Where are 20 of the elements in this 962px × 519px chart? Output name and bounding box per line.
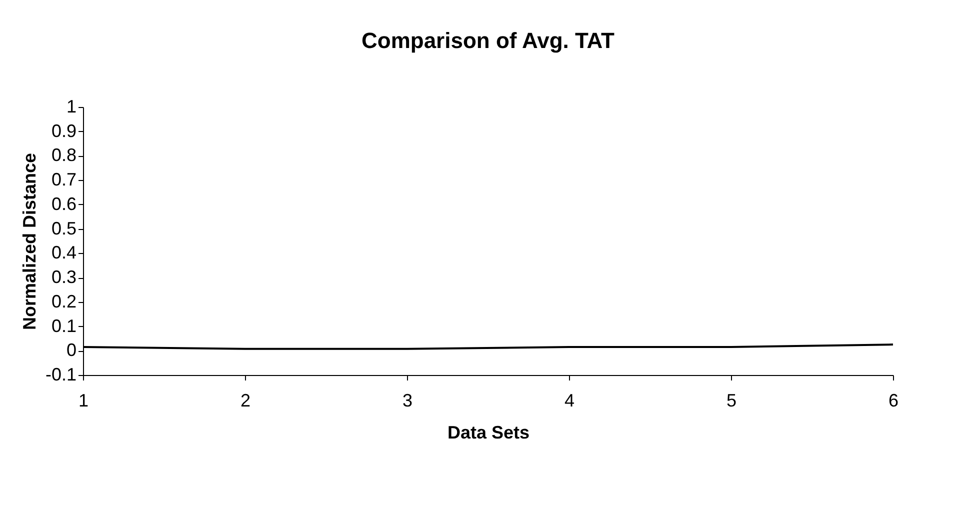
y-tick-label: 0 bbox=[66, 340, 76, 360]
y-tick-label: 0.4 bbox=[51, 242, 76, 263]
x-tick-label: 2 bbox=[240, 390, 251, 410]
y-tick-label: -0.1 bbox=[45, 364, 76, 384]
x-tick-label: 5 bbox=[726, 390, 737, 410]
y-tick-label: 0.8 bbox=[51, 145, 76, 166]
y-tick-label: 0.2 bbox=[51, 291, 76, 312]
x-axis-title: Data Sets bbox=[447, 422, 530, 442]
y-tick-label: 0.6 bbox=[51, 194, 76, 214]
x-tick-label: 6 bbox=[888, 390, 899, 410]
x-tick-label: 3 bbox=[402, 390, 413, 410]
y-tick-label: 1 bbox=[66, 96, 76, 116]
chart-title: Comparison of Avg. TAT bbox=[362, 28, 616, 53]
y-tick-label: 0.3 bbox=[51, 267, 76, 288]
y-axis-title: Normalized Distance bbox=[19, 152, 40, 330]
y-tick-label: 0.1 bbox=[51, 316, 76, 336]
y-tick-label: 0.7 bbox=[51, 170, 76, 190]
x-tick-label: 4 bbox=[564, 390, 575, 410]
y-tick-label: 0.5 bbox=[51, 218, 76, 238]
y-tick-label: 0.9 bbox=[51, 120, 76, 141]
